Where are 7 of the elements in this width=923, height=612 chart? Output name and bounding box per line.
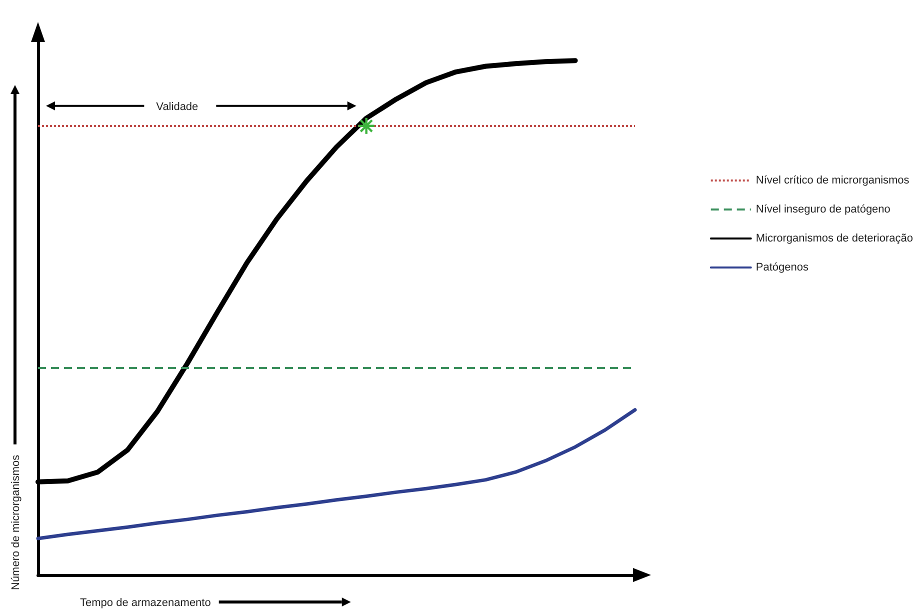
x-axis-title: Tempo de armazenamento [80,597,211,609]
legend-label: Patógenos [756,262,809,274]
legend-label: Microrganismos de deterioração [756,232,914,244]
legend-label: Nível inseguro de patógeno [756,204,890,216]
y-axis-title: Número de microrganismos [10,454,22,590]
legend-label: Nível crítico de microrganismos [756,174,910,186]
annotation: Validade [156,100,198,113]
